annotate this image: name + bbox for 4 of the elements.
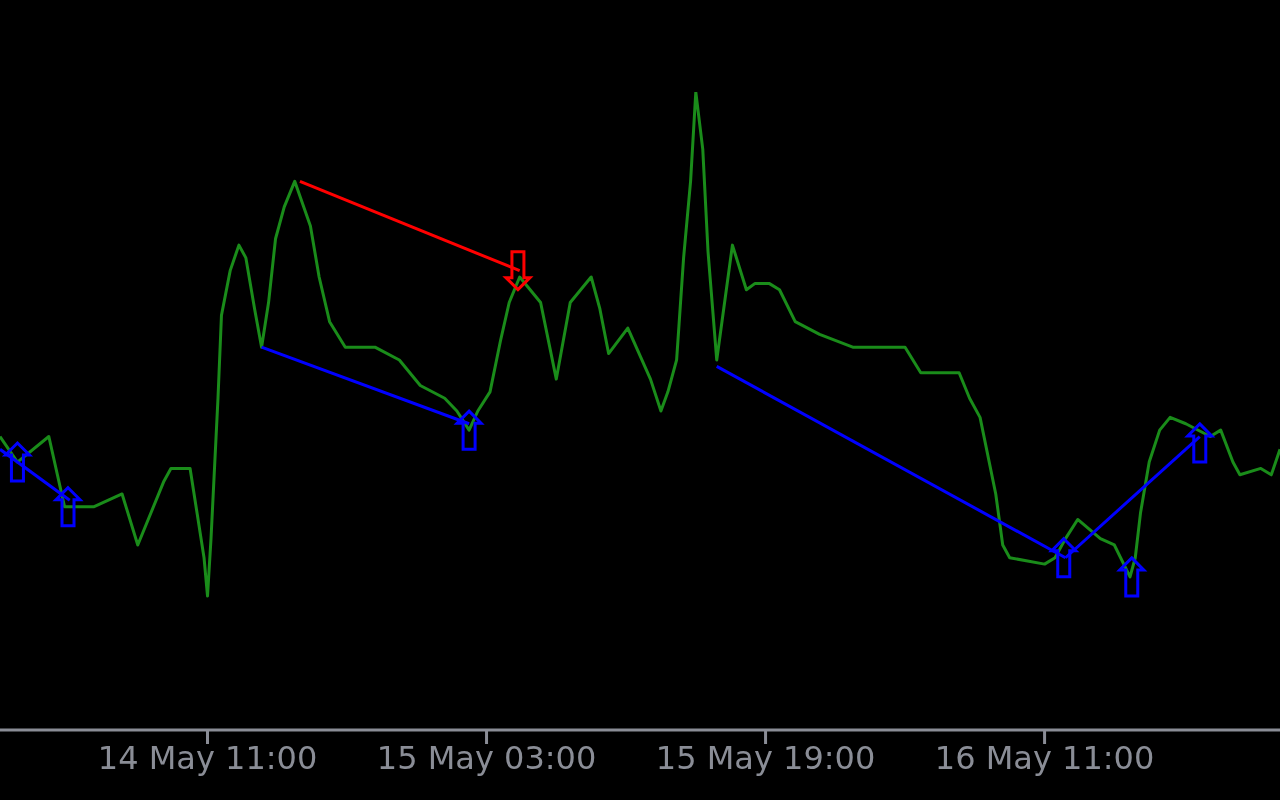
x-tick-label: 15 May 03:00 (376, 738, 597, 777)
x-tick-label: 14 May 11:00 (97, 738, 318, 777)
x-tick-label: 16 May 11:00 (934, 738, 1155, 777)
x-tick-label: 15 May 19:00 (655, 738, 876, 777)
